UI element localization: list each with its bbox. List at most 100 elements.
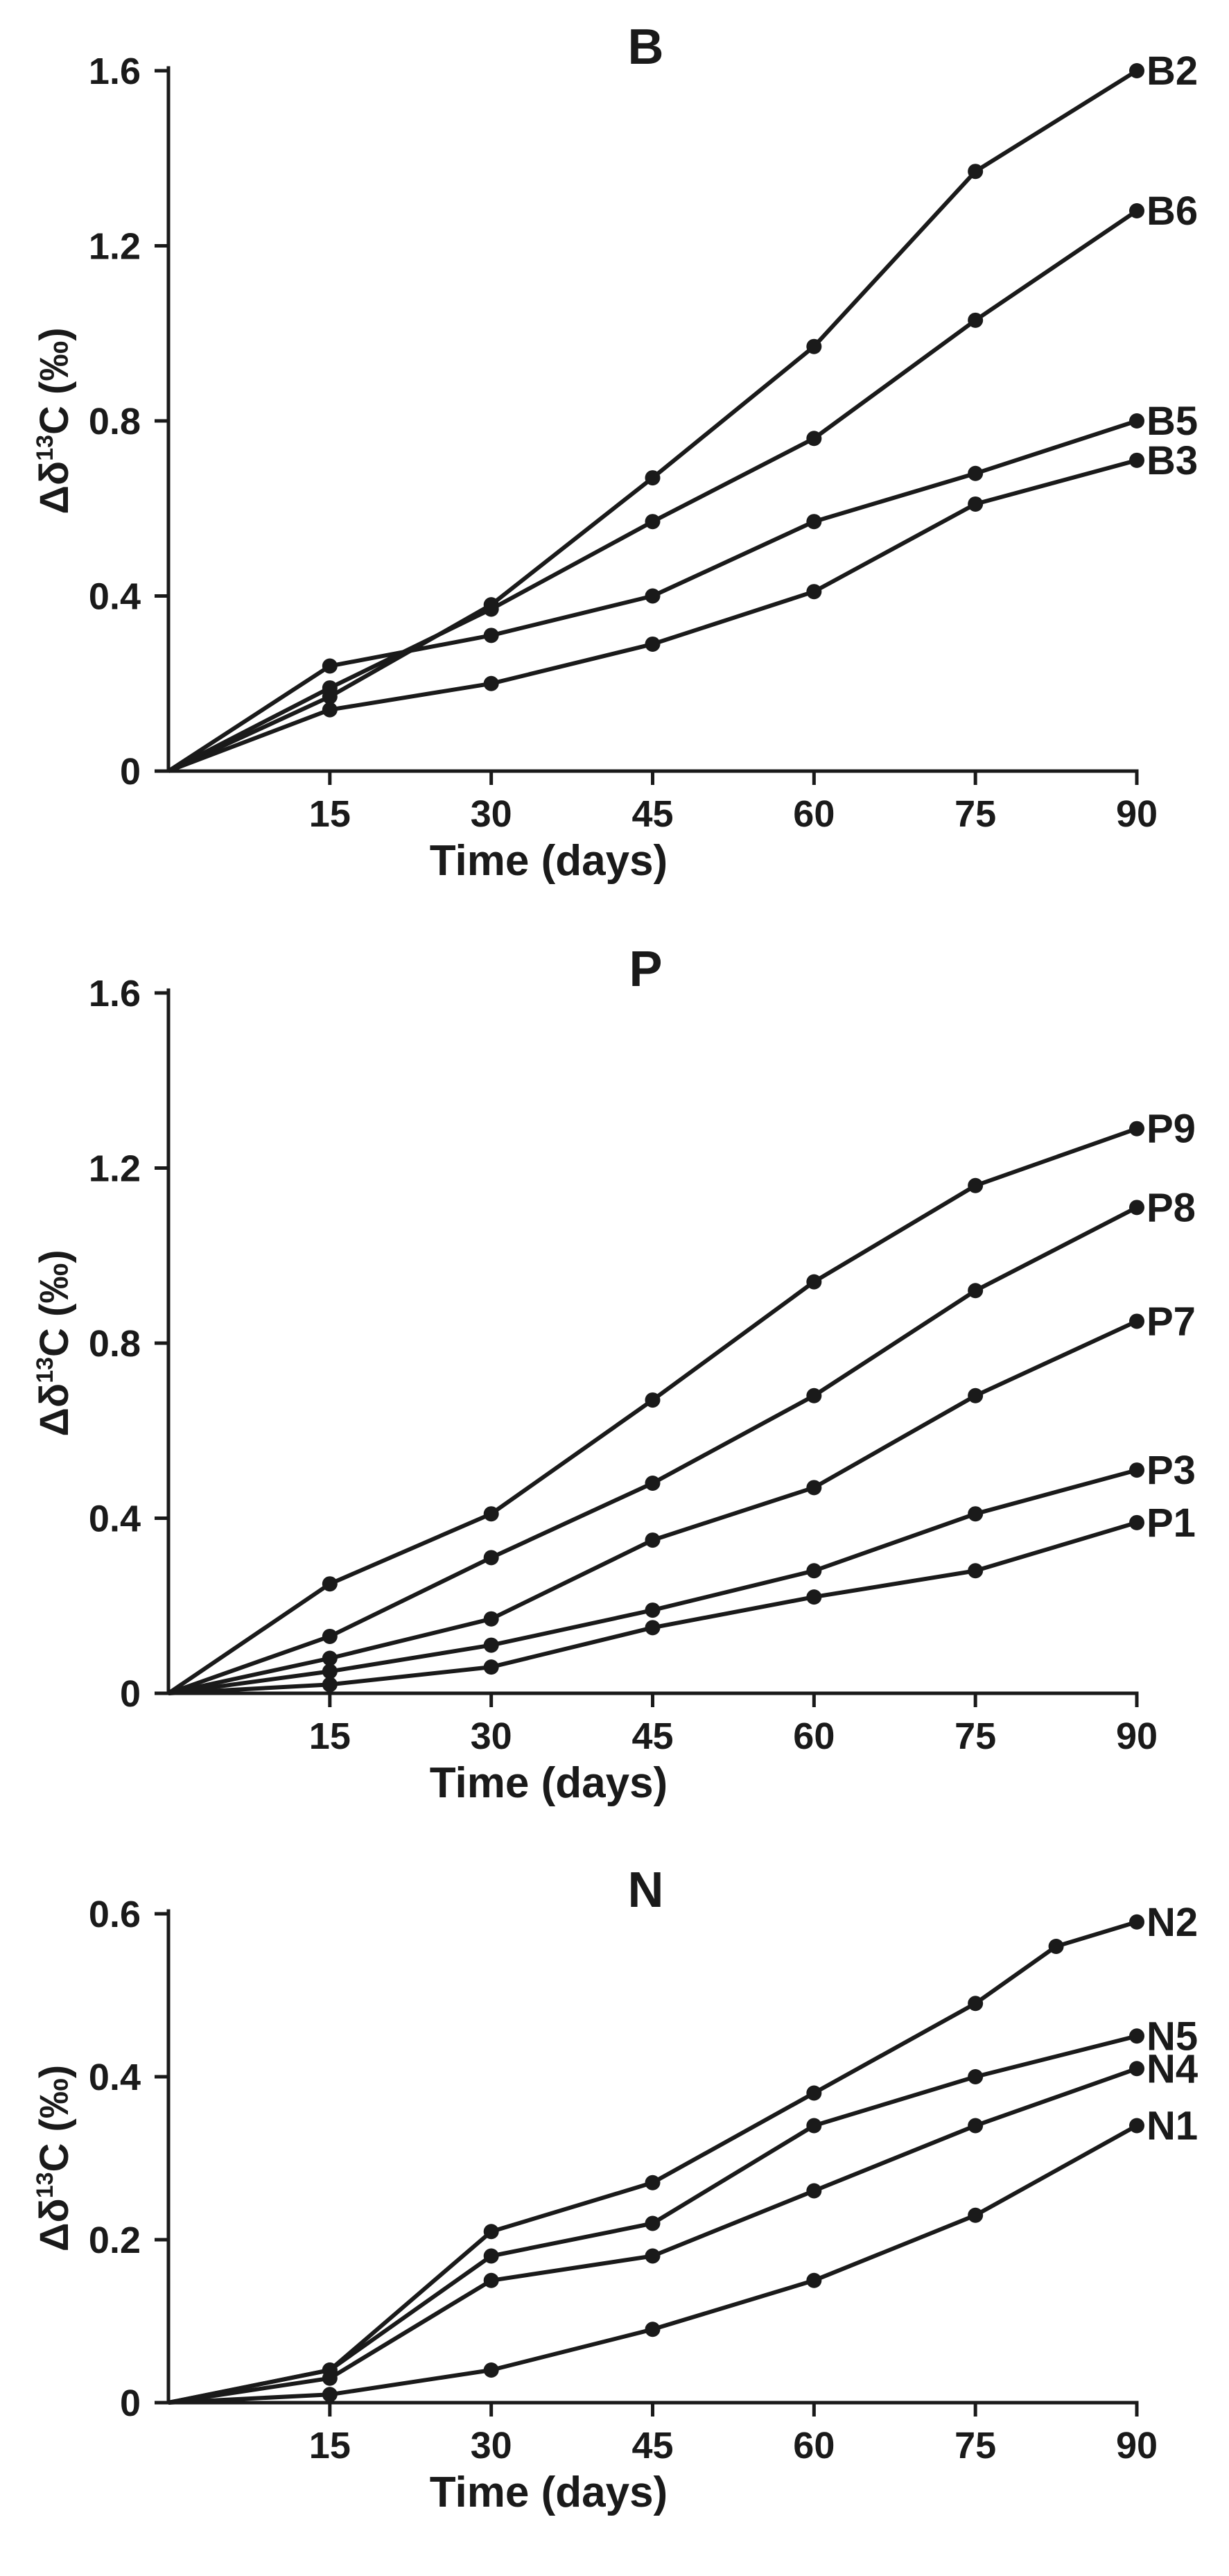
series-line-n1	[168, 2123, 1138, 2405]
series-label-b6: B6	[1147, 189, 1198, 234]
series-line-b3	[167, 458, 1138, 773]
x-axis-label: Time (days)	[430, 837, 668, 885]
series-label-p7: P7	[1147, 1299, 1196, 1344]
series-n1: N1	[168, 2104, 1198, 2405]
series-label-p3: P3	[1147, 1448, 1196, 1493]
x-tick-label: 90	[1116, 2425, 1158, 2466]
data-point	[806, 584, 822, 600]
data-point	[806, 431, 822, 447]
series-label-b3: B3	[1147, 438, 1198, 483]
x-tick-label: 45	[631, 2425, 673, 2466]
data-point	[968, 1177, 984, 1193]
x-tick-label: 30	[471, 1715, 512, 1757]
series-p9: P9	[167, 1107, 1196, 1695]
data-point	[483, 1637, 499, 1653]
data-point	[645, 1532, 661, 1548]
x-tick-label: 75	[955, 2425, 996, 2466]
data-point	[806, 1563, 822, 1579]
data-point	[483, 601, 499, 617]
series-label-n2: N2	[1147, 1900, 1198, 1945]
x-tick-label: 45	[631, 793, 673, 835]
data-point	[968, 1996, 984, 2012]
series-b2: B2	[167, 49, 1198, 773]
data-point	[1129, 2061, 1144, 2077]
data-point	[645, 2215, 661, 2231]
data-point	[1129, 2028, 1144, 2044]
data-point	[645, 470, 661, 486]
data-point	[968, 2118, 984, 2134]
x-tick-label: 30	[471, 2425, 512, 2466]
data-point	[322, 1650, 338, 1666]
x-tick-label: 90	[1116, 793, 1158, 835]
x-axis-label: Time (days)	[430, 1759, 668, 1807]
data-point	[968, 164, 984, 180]
series-p7: P7	[168, 1299, 1196, 1695]
y-axis-label: Δδ13C (‰)	[32, 1250, 77, 1436]
data-point	[322, 1576, 338, 1592]
data-point	[968, 465, 984, 481]
chart-title: N	[628, 1862, 664, 1918]
data-point	[322, 1628, 338, 1644]
series-line-n2	[168, 1919, 1138, 2405]
data-point	[968, 1388, 984, 1403]
data-point	[322, 680, 338, 696]
data-point	[483, 628, 499, 643]
data-point	[806, 2272, 822, 2288]
data-point	[968, 312, 984, 328]
data-point	[1129, 1313, 1144, 1329]
data-point	[806, 2183, 822, 2199]
data-point	[968, 2207, 984, 2223]
data-point	[483, 1611, 499, 1627]
data-point	[483, 2272, 499, 2288]
x-tick-label: 15	[309, 793, 351, 835]
series-p1: P1	[168, 1501, 1196, 1695]
series-n2: N2	[168, 1900, 1198, 2405]
series-label-n4: N4	[1147, 2046, 1198, 2091]
data-point	[645, 2322, 661, 2337]
data-point	[968, 496, 984, 512]
series-n4: N4	[168, 2046, 1198, 2405]
x-tick-label: 60	[793, 2425, 835, 2466]
data-point	[806, 2085, 822, 2101]
data-point	[968, 1283, 984, 1299]
chart-title: P	[629, 942, 662, 997]
data-point	[322, 658, 338, 674]
data-point	[1129, 1200, 1144, 1216]
x-tick-label: 30	[471, 793, 512, 835]
y-tick-label: 1.6	[89, 973, 141, 1014]
data-point	[806, 2118, 822, 2134]
data-point	[968, 1563, 984, 1579]
series-p3: P3	[168, 1448, 1196, 1695]
x-tick-label: 75	[955, 1715, 996, 1757]
data-point	[645, 2248, 661, 2264]
data-point	[645, 636, 661, 652]
data-point	[806, 514, 822, 530]
data-point	[483, 2224, 499, 2240]
chart-panel-p: 0 0.4 0.8 1.2 1.6 15 30 45 60 75 90 P Time (days) Δδ1…	[32, 942, 1196, 1807]
x-axis-label: Time (days)	[430, 2469, 668, 2516]
y-tick-label: 1.2	[89, 226, 141, 268]
series-line-b6	[167, 209, 1138, 773]
data-point	[1129, 413, 1144, 429]
y-tick-label: 0.4	[89, 1498, 141, 1540]
data-point	[1129, 452, 1144, 468]
series-label-p9: P9	[1147, 1107, 1196, 1152]
data-point	[483, 675, 499, 691]
data-point	[806, 338, 822, 354]
data-point	[1129, 1514, 1144, 1530]
data-point	[645, 1476, 661, 1491]
data-point	[483, 1506, 499, 1522]
data-point	[1129, 1914, 1144, 1930]
series-label-b5: B5	[1147, 399, 1198, 444]
y-tick-label: 0.4	[89, 576, 141, 618]
y-tick-label: 0.8	[89, 401, 141, 442]
y-axis-label: Δδ13C (‰)	[32, 2065, 77, 2251]
y-tick-label: 0	[120, 2383, 141, 2424]
data-point	[806, 1274, 822, 1290]
x-tick-label: 15	[309, 1715, 351, 1757]
data-point	[645, 2175, 661, 2190]
chart-panel-b: 0 0.4 0.8 1.2 1.6 15 30 45 60 75 90 B Time (days) Δδ1…	[32, 19, 1198, 885]
y-tick-label: 1.2	[89, 1148, 141, 1190]
series-p8: P8	[168, 1185, 1196, 1695]
x-tick-label: 60	[793, 1715, 835, 1757]
